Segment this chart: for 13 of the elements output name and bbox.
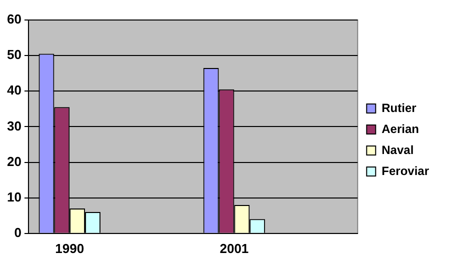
y-tick-label: 20 xyxy=(6,154,22,169)
legend-label: Aerian xyxy=(382,122,420,136)
y-tick-label: 0 xyxy=(14,224,22,240)
legend-label: Rutier xyxy=(382,100,417,115)
x-tick-label: 1990 xyxy=(55,240,84,256)
legend-label: Feroviar xyxy=(382,164,430,178)
y-tick-label: 50 xyxy=(6,47,22,62)
x-tick-label: 2001 xyxy=(220,240,249,256)
y-tick-label: 30 xyxy=(6,118,22,134)
legend-label: Naval xyxy=(382,142,414,157)
y-tick-label: 10 xyxy=(6,189,22,204)
y-tick-label: 60 xyxy=(6,12,22,27)
y-tick-label: 40 xyxy=(6,82,22,98)
